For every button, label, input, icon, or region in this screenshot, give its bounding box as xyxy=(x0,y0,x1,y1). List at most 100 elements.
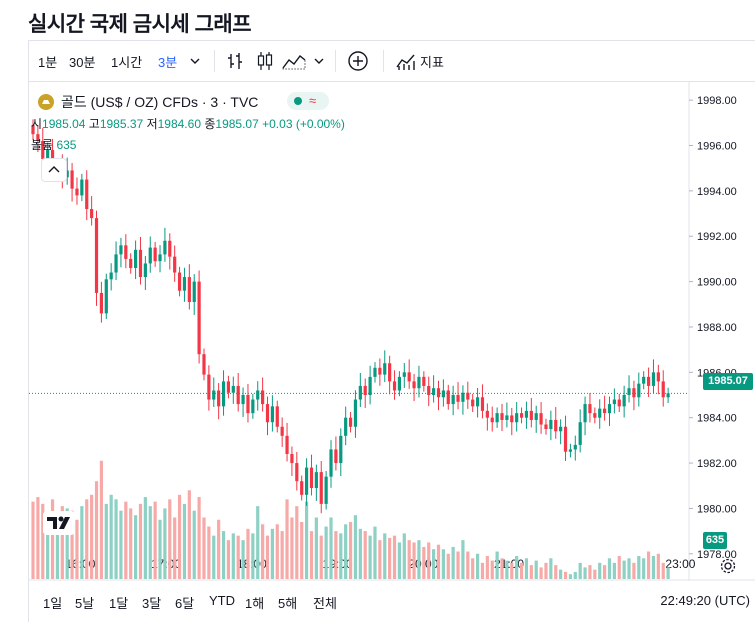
range-5y[interactable]: 5해 xyxy=(278,596,298,611)
candle-body xyxy=(529,410,533,420)
y-tick-label: 1980.00 xyxy=(697,503,737,515)
candle-body xyxy=(588,404,592,414)
volume-bar xyxy=(129,508,133,579)
ohlc-legend: 시1985.04 고1985.37 저1984.60 종1985.07 +0.0… xyxy=(31,115,345,132)
candle-body xyxy=(304,467,309,495)
volume-bar xyxy=(578,562,582,579)
volume-bar xyxy=(598,562,602,579)
range-5d[interactable]: 5날 xyxy=(75,596,95,611)
indicators-icon[interactable] xyxy=(395,50,417,72)
volume-bar xyxy=(568,574,573,579)
candle-body xyxy=(373,367,377,377)
range-ytd[interactable]: YTD xyxy=(209,593,235,608)
toolbar-divider xyxy=(335,50,336,72)
candle-body xyxy=(490,417,494,423)
candle-body xyxy=(261,390,265,405)
area-chart-icon[interactable] xyxy=(281,50,307,72)
volume-bar xyxy=(622,560,626,579)
candle-body xyxy=(280,426,284,436)
volume-label: 볼륨 xyxy=(31,138,54,152)
tradingview-logo[interactable] xyxy=(43,511,75,535)
compare-plus-icon[interactable] xyxy=(347,50,369,72)
indicators-button[interactable]: 지표 xyxy=(420,55,444,70)
volume-bar xyxy=(632,562,636,579)
candle-body xyxy=(632,388,636,398)
y-tick-label: 1992.00 xyxy=(697,231,737,243)
candle-body xyxy=(163,240,167,255)
chevron-down-icon[interactable] xyxy=(313,56,325,66)
candle-body xyxy=(568,449,573,452)
volume-bar xyxy=(642,558,646,579)
candle-body xyxy=(642,376,646,384)
range-1d[interactable]: 1일 xyxy=(43,596,63,611)
volume-bar xyxy=(554,565,558,579)
candle-body xyxy=(544,424,548,430)
market-status-badge[interactable]: ≈ xyxy=(287,92,329,110)
gold-coin-icon xyxy=(38,94,54,110)
price-chart[interactable]: 1998.00 1996.00 1994.00 1992.00 1990.00 1988.… xyxy=(29,82,755,581)
candle-body xyxy=(251,399,255,414)
low-label: 저 xyxy=(146,117,158,131)
range-3m[interactable]: 3달 xyxy=(142,596,162,611)
volume-bar xyxy=(392,535,397,579)
y-tick-label: 1996.00 xyxy=(697,141,737,153)
bar-chart-icon[interactable] xyxy=(225,50,245,72)
volume-bar xyxy=(510,562,514,579)
volume-bar xyxy=(41,503,45,579)
volume-bar xyxy=(583,567,587,579)
tradingview-logo-icon xyxy=(47,516,70,529)
interval-3m[interactable]: 3분 xyxy=(158,55,178,70)
range-6m[interactable]: 6달 xyxy=(175,596,195,611)
toolbar-divider xyxy=(214,50,215,72)
volume-bar xyxy=(46,512,50,579)
candle-body xyxy=(432,388,436,396)
volume-value: 635 xyxy=(56,138,77,152)
candle-body xyxy=(563,426,568,452)
chart-widget: 1분 30분 1시간 3분 지표 1998.00 1996.0 xyxy=(28,40,755,622)
volume-bar xyxy=(241,540,245,579)
candle-body xyxy=(148,247,152,264)
chevron-down-icon[interactable] xyxy=(189,56,201,66)
volume-bar xyxy=(104,503,108,579)
volume-bar xyxy=(221,531,226,579)
interval-1h[interactable]: 1시간 xyxy=(111,55,143,70)
volume-bar xyxy=(388,537,392,579)
volume-bar xyxy=(339,533,343,579)
candle-body xyxy=(519,413,524,418)
volume-bar xyxy=(500,558,504,579)
candle-body xyxy=(300,481,304,495)
volume-bar xyxy=(666,567,670,579)
volume-bar xyxy=(270,528,274,579)
volume-bar xyxy=(378,540,382,579)
volume-bar xyxy=(549,558,553,579)
range-1m[interactable]: 1달 xyxy=(109,596,129,611)
volume-bar xyxy=(94,481,99,579)
volume-bar xyxy=(226,540,231,579)
interval-1m[interactable]: 1분 xyxy=(38,55,58,70)
y-tick-label: 1984.00 xyxy=(697,413,737,425)
volume-bar xyxy=(446,553,450,579)
legend-collapse-button[interactable] xyxy=(41,158,67,182)
range-all[interactable]: 전체 xyxy=(313,596,337,611)
candle-body xyxy=(583,404,587,423)
candle-body xyxy=(344,417,348,436)
candle-body xyxy=(309,467,314,489)
symbol-label[interactable]: 골드 (US$ / OZ) CFDs · 3 · TVC xyxy=(61,94,259,110)
candle-body xyxy=(182,277,187,291)
volume-bar xyxy=(256,506,260,579)
volume-bar xyxy=(573,571,577,579)
candle-body xyxy=(524,410,529,418)
range-1y[interactable]: 1해 xyxy=(245,596,265,611)
candle-body xyxy=(358,385,362,400)
volume-bar xyxy=(261,524,265,579)
y-tick-label: 1998.00 xyxy=(697,95,737,107)
interval-30m[interactable]: 30분 xyxy=(69,55,96,70)
volume-bar xyxy=(417,540,421,579)
candlestick-icon[interactable] xyxy=(255,50,275,72)
candle-body xyxy=(319,472,323,504)
candle-body xyxy=(598,408,602,418)
settings-gear-icon[interactable] xyxy=(719,557,737,575)
candle-body xyxy=(202,354,206,375)
candle-body xyxy=(329,449,333,477)
volume-bar xyxy=(99,460,103,579)
